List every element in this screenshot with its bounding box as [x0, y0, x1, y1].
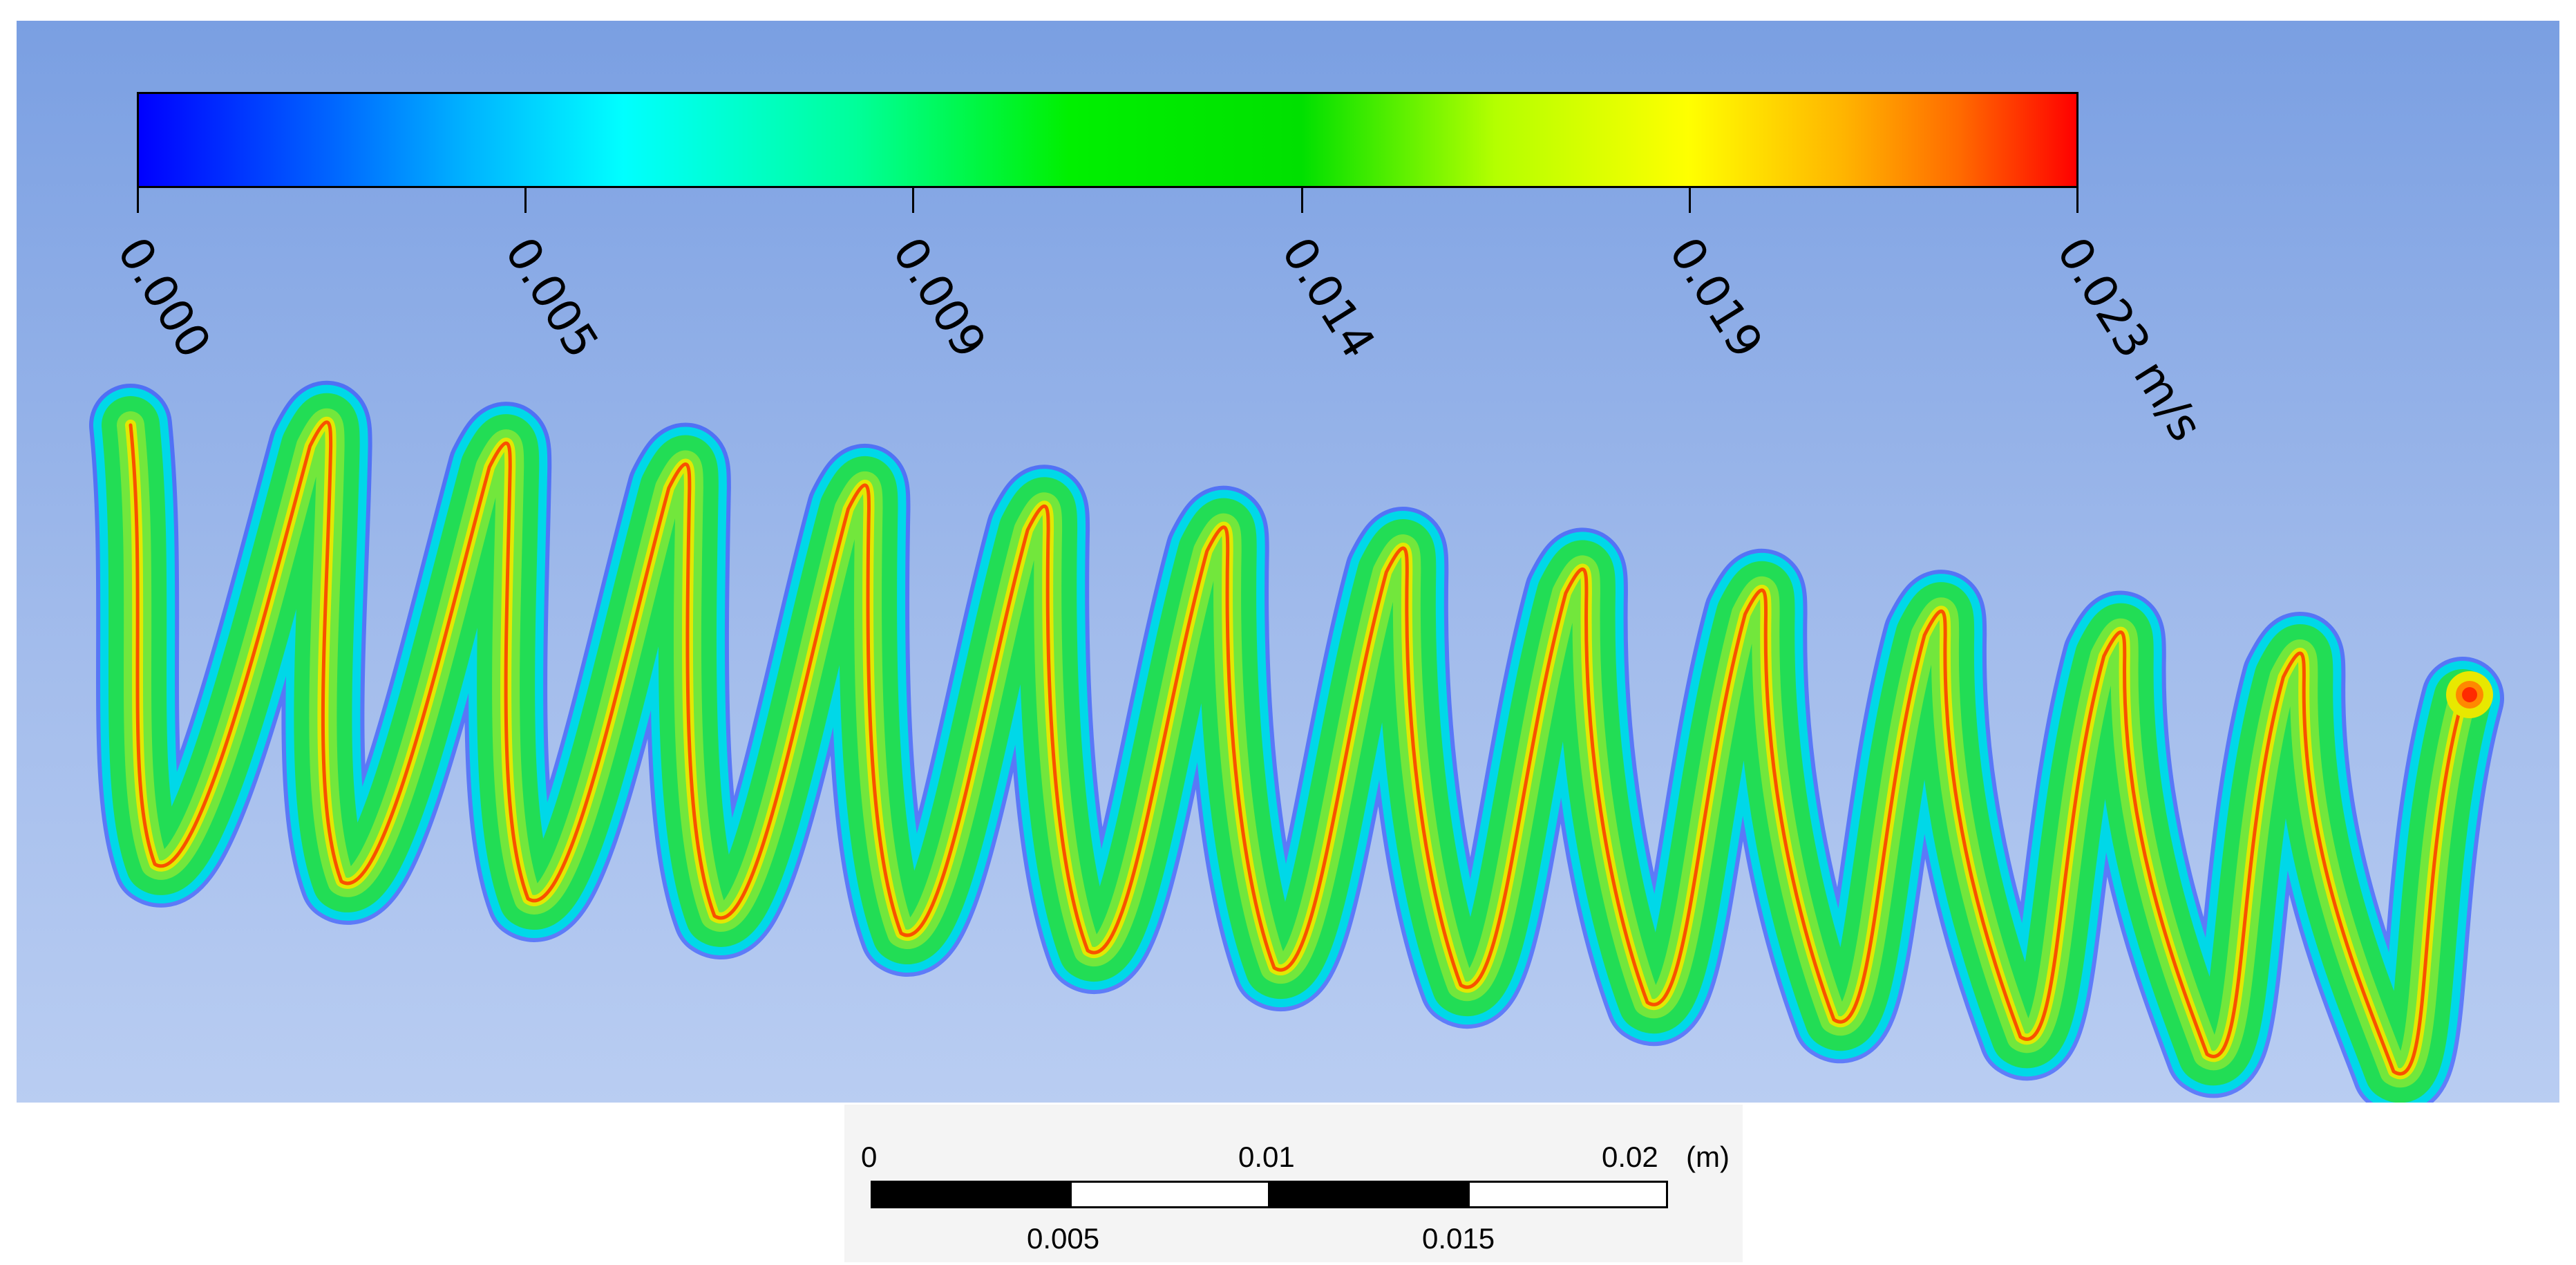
legend-tick: [137, 188, 139, 213]
scale-segment-black: [871, 1181, 1071, 1208]
velocity-color-legend: [137, 92, 2078, 188]
scale-unit: (m): [1686, 1141, 1730, 1173]
scale-label: 0.02: [1602, 1141, 1658, 1173]
scale-label: 0: [861, 1141, 878, 1173]
scale-label: 0.005: [1027, 1222, 1100, 1255]
outlet-hotspot: [2462, 687, 2477, 702]
scale-label: 0.015: [1422, 1222, 1495, 1255]
legend-tick: [1689, 188, 1691, 213]
legend-tick: [524, 188, 527, 213]
scale-segment-white: [1468, 1181, 1668, 1208]
legend-tick: [912, 188, 914, 213]
legend-tick: [2076, 188, 2078, 213]
render-viewport: 0.000 0.005 0.009 0.014 0.019 0.023 m/s: [17, 21, 2559, 1103]
scale-segment-white: [1070, 1181, 1270, 1208]
streamline-hot-core: [129, 420, 2465, 1076]
legend-tick: [1301, 188, 1303, 213]
scale-bar: 0 0.01 0.02 (m) 0.005 0.015: [844, 1105, 1743, 1262]
scale-label: 0.01: [1238, 1141, 1295, 1173]
helical-streamlines: [89, 380, 2504, 1103]
scale-segment-black: [1269, 1181, 1469, 1208]
